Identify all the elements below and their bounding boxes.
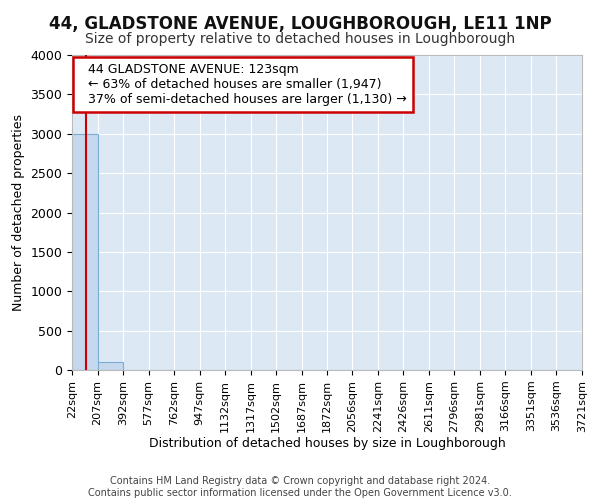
Text: 44 GLADSTONE AVENUE: 123sqm
  ← 63% of detached houses are smaller (1,947)
  37%: 44 GLADSTONE AVENUE: 123sqm ← 63% of det…: [80, 63, 406, 106]
Bar: [72, 134, 98, 370]
Bar: [98, 362, 123, 370]
Text: 44, GLADSTONE AVENUE, LOUGHBOROUGH, LE11 1NP: 44, GLADSTONE AVENUE, LOUGHBOROUGH, LE11…: [49, 15, 551, 33]
X-axis label: Distribution of detached houses by size in Loughborough: Distribution of detached houses by size …: [149, 438, 505, 450]
Text: Contains HM Land Registry data © Crown copyright and database right 2024.
Contai: Contains HM Land Registry data © Crown c…: [88, 476, 512, 498]
Y-axis label: Number of detached properties: Number of detached properties: [12, 114, 25, 311]
Text: Size of property relative to detached houses in Loughborough: Size of property relative to detached ho…: [85, 32, 515, 46]
